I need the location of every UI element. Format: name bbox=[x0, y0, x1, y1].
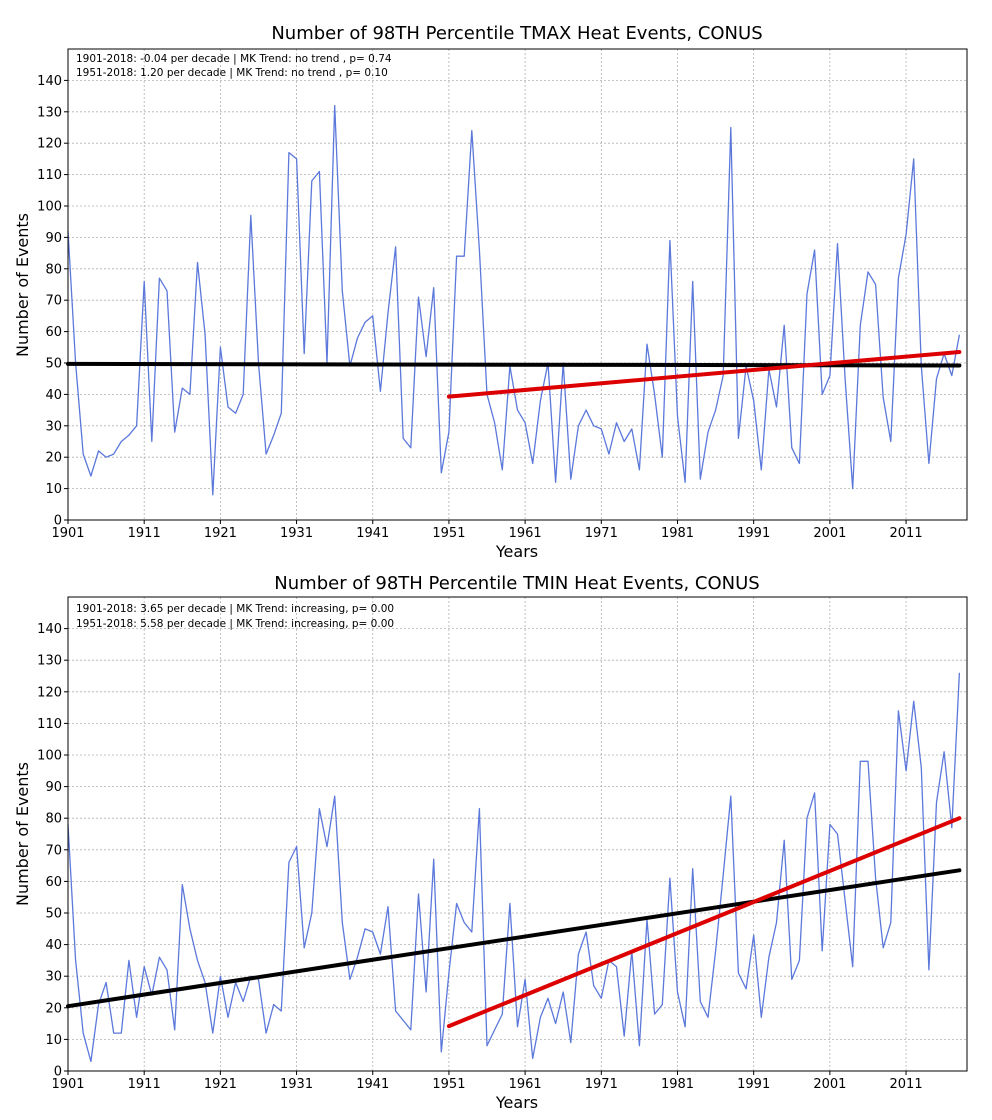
y-tick-label: 110 bbox=[37, 168, 62, 183]
trend-line-1951-2018 bbox=[446, 350, 962, 399]
y-tick-label: 30 bbox=[45, 970, 62, 985]
y-tick-label: 50 bbox=[45, 907, 62, 922]
plot-frame bbox=[67, 596, 968, 1072]
x-tick-label: 1921 bbox=[204, 1077, 237, 1092]
y-tick-label: 120 bbox=[37, 685, 62, 700]
series-line-annual-events bbox=[67, 672, 961, 1063]
y-tick-label: 40 bbox=[45, 938, 62, 953]
y-tick-label: 10 bbox=[45, 482, 62, 497]
trend-line-1951-2018 bbox=[446, 816, 962, 1029]
y-tick-label: 120 bbox=[37, 137, 62, 152]
x-tick-label: 1901 bbox=[51, 1077, 84, 1092]
annotation-1901: 1901-2018: -0.04 per decade | MK Trend: … bbox=[76, 53, 392, 65]
x-tick-label: 1981 bbox=[661, 526, 694, 541]
x-axis-label: Years bbox=[495, 542, 538, 561]
x-tick-label: 1941 bbox=[356, 526, 389, 541]
y-tick-label: 0 bbox=[54, 1065, 62, 1080]
series-line-annual-events bbox=[67, 104, 961, 496]
grid bbox=[68, 49, 967, 520]
x-tick-label: 1911 bbox=[128, 526, 161, 541]
y-tick-label: 80 bbox=[45, 812, 62, 827]
x-tick-label: 1931 bbox=[280, 1077, 313, 1092]
y-tick-label: 40 bbox=[45, 388, 62, 403]
x-tick-label: 1931 bbox=[280, 526, 313, 541]
y-ticks: 0 10 20 30 40 50 60 70 80 90 100 110 120 130 140 bbox=[37, 74, 68, 529]
x-tick-label: 1961 bbox=[509, 526, 542, 541]
x-tick-label: 1941 bbox=[356, 1077, 389, 1092]
x-tick-label: 2001 bbox=[813, 526, 846, 541]
x-tick-label: 1901 bbox=[51, 526, 84, 541]
x-ticks: 1901 1911 1921 1931 1941 1951 1961 1971 1981 1991… bbox=[51, 520, 923, 541]
y-tick-label: 130 bbox=[37, 654, 62, 669]
y-tick-label: 20 bbox=[45, 451, 62, 466]
x-tick-label: 1911 bbox=[128, 1077, 161, 1092]
x-tick-label: 1991 bbox=[737, 1077, 770, 1092]
x-tick-label: 1971 bbox=[585, 1077, 618, 1092]
x-tick-label: 1921 bbox=[204, 526, 237, 541]
y-tick-label: 60 bbox=[45, 325, 62, 340]
chart-title: Number of 98TH Percentile TMIN Heat Even… bbox=[274, 573, 759, 594]
y-tick-label: 80 bbox=[45, 262, 62, 277]
y-tick-label: 90 bbox=[45, 231, 62, 246]
y-tick-label: 0 bbox=[54, 514, 62, 529]
y-tick-label: 110 bbox=[37, 717, 62, 732]
x-tick-label: 1961 bbox=[509, 1077, 542, 1092]
y-tick-label: 90 bbox=[45, 780, 62, 795]
chart-tmax: Number of 98TH Percentile TMAX Heat Even… bbox=[13, 23, 968, 561]
chart-title: Number of 98TH Percentile TMAX Heat Even… bbox=[271, 23, 762, 44]
x-tick-label: 2011 bbox=[890, 526, 923, 541]
y-tick-label: 100 bbox=[37, 200, 62, 215]
x-ticks: 1901 1911 1921 1931 1941 1951 1961 1971 1981 1991… bbox=[51, 1071, 923, 1092]
y-tick-label: 130 bbox=[37, 105, 62, 120]
x-axis-label: Years bbox=[495, 1093, 538, 1112]
y-tick-label: 140 bbox=[37, 74, 62, 89]
y-tick-label: 30 bbox=[45, 419, 62, 434]
y-tick-label: 100 bbox=[37, 749, 62, 764]
x-tick-label: 1971 bbox=[585, 526, 618, 541]
y-tick-label: 50 bbox=[45, 357, 62, 372]
x-tick-label: 1981 bbox=[661, 1077, 694, 1092]
series-layer bbox=[66, 104, 962, 496]
series-layer bbox=[66, 672, 962, 1063]
annotation-1951: 1951-2018: 5.58 per decade | MK Trend: i… bbox=[76, 618, 394, 630]
x-tick-label: 2001 bbox=[813, 1077, 846, 1092]
annotation-1901: 1901-2018: 3.65 per decade | MK Trend: i… bbox=[76, 603, 394, 615]
y-ticks: 0 10 20 30 40 50 60 70 80 90 100 110 120 130 140 bbox=[37, 622, 68, 1080]
chart-tmin: Number of 98TH Percentile TMIN Heat Even… bbox=[13, 573, 968, 1112]
y-axis-label: Number of Events bbox=[13, 213, 32, 357]
y-tick-label: 10 bbox=[45, 1033, 62, 1048]
y-axis-label: Number of Events bbox=[13, 762, 32, 906]
y-tick-label: 20 bbox=[45, 1001, 62, 1016]
x-tick-label: 1991 bbox=[737, 526, 770, 541]
x-tick-label: 1951 bbox=[432, 1077, 465, 1092]
y-tick-label: 70 bbox=[45, 843, 62, 858]
y-tick-label: 60 bbox=[45, 875, 62, 890]
plot-frame bbox=[67, 48, 968, 521]
y-tick-label: 70 bbox=[45, 294, 62, 309]
annotation-1951: 1951-2018: 1.20 per decade | MK Trend: n… bbox=[76, 67, 388, 79]
x-tick-label: 1951 bbox=[432, 526, 465, 541]
trend-line-1901-2018 bbox=[66, 868, 962, 1009]
y-tick-label: 140 bbox=[37, 622, 62, 637]
x-tick-label: 2011 bbox=[890, 1077, 923, 1092]
